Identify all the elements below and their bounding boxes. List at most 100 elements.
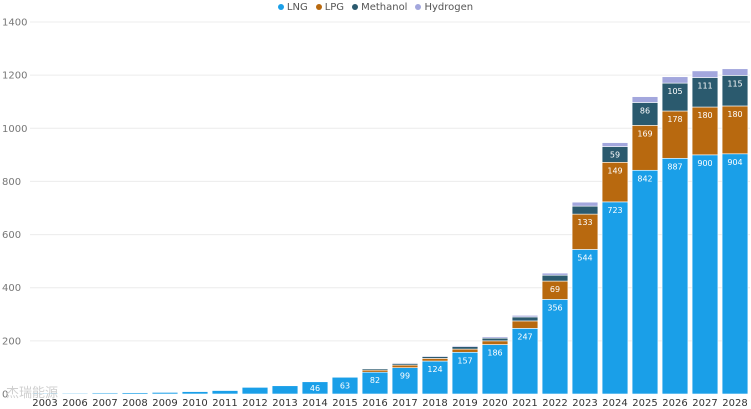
legend-swatch — [277, 4, 284, 10]
data-label-lpg: 169 — [637, 129, 652, 138]
data-label-lng: 900 — [697, 159, 712, 168]
bar-methanol-2023 — [571, 205, 599, 215]
bar-lpg-2024 — [601, 161, 629, 203]
x-tick-label: 2009 — [152, 398, 177, 409]
data-label-methanol: 59 — [610, 151, 620, 160]
legend-item-lpg: LPG — [315, 0, 345, 14]
legend-item-lng: LNG — [277, 0, 308, 14]
bar-hydrogen-2028 — [721, 68, 749, 76]
data-label-lng: 356 — [547, 303, 562, 312]
bar-lng-2022 — [541, 299, 569, 395]
bar-lpg-2025 — [631, 125, 659, 171]
data-label-methanol: 86 — [640, 107, 650, 116]
y-tick-label: 400 — [2, 283, 21, 294]
x-tick-label: 2026 — [662, 398, 687, 409]
x-tick-label: 2012 — [242, 398, 267, 409]
data-label-lng: 544 — [577, 253, 592, 262]
data-label-lpg: 180 — [727, 110, 742, 119]
x-tick-label: 2014 — [302, 398, 327, 409]
bar-lng-2012 — [241, 387, 269, 395]
x-tick-label: 2024 — [602, 398, 627, 409]
bar-lng-2023 — [571, 249, 599, 395]
bar-lng-2027 — [691, 154, 719, 395]
bar-hydrogen-2027 — [691, 70, 719, 78]
legend-label: LPG — [324, 1, 345, 13]
x-tick-label: 2010 — [182, 398, 207, 409]
bar-lpg-2028 — [721, 105, 749, 155]
x-tick-label: 2003 — [32, 398, 57, 409]
x-tick-label: 2019 — [452, 398, 477, 409]
bar-methanol-2026 — [661, 82, 689, 112]
x-tick-label: 2020 — [482, 398, 507, 409]
bar-lng-2015 — [331, 376, 359, 395]
bar-lng-2019 — [451, 351, 479, 395]
x-tick-label: 2022 — [542, 398, 567, 409]
legend-swatch — [352, 4, 359, 10]
data-label-lng: 723 — [607, 206, 622, 215]
x-tick-label: 2015 — [332, 398, 357, 409]
x-tick-label: 2007 — [92, 398, 117, 409]
bar-lng-2010 — [181, 391, 209, 395]
bar-methanol-2021 — [511, 316, 539, 322]
data-label-methanol: 115 — [727, 79, 742, 88]
y-tick-label: 1400 — [2, 18, 27, 29]
bar-lng-2014 — [301, 381, 329, 395]
y-tick-label: 1000 — [2, 124, 27, 135]
y-tick-label: 200 — [2, 336, 21, 347]
data-label-lng: 99 — [400, 372, 410, 381]
bar-lpg-2018 — [421, 358, 449, 362]
bar-hydrogen-2017 — [391, 362, 419, 364]
bar-lpg-2016 — [361, 369, 389, 373]
legend-label: LNG — [286, 1, 308, 13]
x-tick-label: 2013 — [272, 398, 297, 409]
data-label-lpg: 149 — [607, 166, 622, 175]
x-tick-label: 2011 — [212, 398, 237, 409]
bar-lng-2003 — [31, 392, 59, 395]
bar-methanol-2019 — [451, 346, 479, 350]
data-label-lng: 887 — [667, 162, 682, 171]
bar-hydrogen-2020 — [481, 336, 509, 339]
legend-item-methanol: Methanol — [352, 0, 407, 14]
legend-label: Methanol — [361, 1, 408, 13]
y-tick-label: 1200 — [2, 71, 27, 82]
bar-lpg-2020 — [481, 340, 509, 345]
bar-methanol-2020 — [481, 337, 509, 342]
bar-lng-2007 — [91, 392, 119, 395]
data-label-lng: 124 — [427, 365, 442, 374]
x-tick-label: 2006 — [62, 398, 87, 409]
bar-lng-2025 — [631, 169, 659, 395]
bar-lng-2017 — [391, 367, 419, 395]
legend-swatch — [415, 4, 422, 10]
x-tick-label: 2016 — [362, 398, 387, 409]
x-tick-label: 2025 — [632, 398, 657, 409]
chart-legend: LNG LPG Methanol Hydrogen — [0, 0, 751, 14]
bar-hydrogen-2022 — [541, 272, 569, 276]
bar-hydrogen-2023 — [571, 201, 599, 207]
bar-lng-2013 — [271, 385, 299, 395]
y-tick-label: 600 — [2, 230, 21, 241]
bar-lng-2026 — [661, 158, 689, 395]
data-label-lng: 186 — [487, 349, 502, 358]
data-label-lng: 63 — [340, 381, 350, 390]
x-tick-label: 2023 — [572, 398, 597, 409]
bar-lng-2028 — [721, 153, 749, 395]
bar-hydrogen-2018 — [421, 355, 449, 357]
bar-lpg-2017 — [391, 364, 419, 368]
data-label-methanol: 111 — [697, 82, 712, 91]
data-label-lng: 904 — [727, 158, 742, 167]
data-label-lng: 842 — [637, 174, 652, 183]
data-label-lpg: 180 — [697, 111, 712, 120]
data-label-lpg: 69 — [550, 285, 560, 294]
data-label-lng: 46 — [310, 384, 320, 393]
data-label-lng: 82 — [370, 376, 380, 385]
data-label-lng: 157 — [457, 356, 472, 365]
legend-label: Hydrogen — [424, 1, 474, 13]
bar-lpg-2019 — [451, 348, 479, 353]
bar-methanol-2028 — [721, 75, 749, 107]
x-tick-label: 2028 — [722, 398, 747, 409]
bar-lng-2020 — [481, 344, 509, 395]
y-tick-label: 800 — [2, 177, 21, 188]
bar-lng-2006 — [61, 392, 89, 395]
bar-hydrogen-2025 — [631, 96, 659, 103]
